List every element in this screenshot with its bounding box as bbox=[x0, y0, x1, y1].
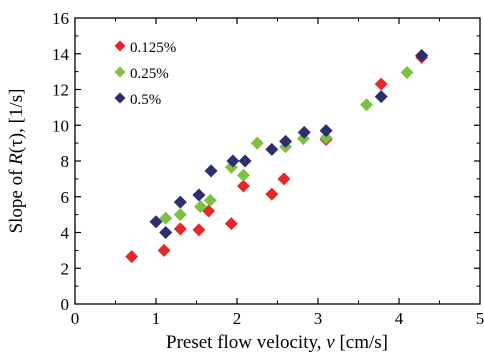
y-tick-label: 16 bbox=[52, 9, 69, 28]
data-markers bbox=[125, 49, 429, 264]
x-tick-label: 3 bbox=[314, 309, 323, 328]
y-tick-label: 12 bbox=[52, 81, 69, 100]
x-axis-title-variable: v bbox=[326, 332, 335, 353]
y-axis-title-prefix: Slope of bbox=[6, 165, 27, 234]
x-tick-label: 2 bbox=[233, 309, 242, 328]
y-axis-title-variable: R bbox=[6, 153, 27, 166]
data-point bbox=[250, 136, 264, 150]
legend-label: 0.125% bbox=[130, 40, 176, 56]
legend-marker bbox=[114, 66, 126, 78]
data-point bbox=[173, 222, 187, 236]
x-tick-label: 1 bbox=[152, 309, 161, 328]
data-point bbox=[192, 223, 206, 237]
data-point bbox=[194, 200, 208, 214]
x-tick-label: 0 bbox=[71, 309, 80, 328]
y-tick-label: 2 bbox=[61, 259, 70, 278]
data-point bbox=[279, 134, 293, 148]
data-point bbox=[226, 154, 240, 168]
data-point bbox=[203, 193, 217, 207]
data-point bbox=[173, 195, 187, 209]
x-axis-title-unit: [cm/s] bbox=[335, 332, 388, 353]
x-tick-label: 4 bbox=[395, 309, 404, 328]
data-point bbox=[173, 208, 187, 222]
y-axis-title: Slope of R(τ), [1/s] bbox=[6, 89, 27, 234]
y-tick-label: 14 bbox=[52, 45, 70, 64]
data-point bbox=[159, 226, 173, 239]
x-axis-title-prefix: Preset flow velocity, bbox=[166, 332, 326, 353]
data-point bbox=[157, 243, 171, 257]
data-point bbox=[360, 98, 374, 112]
y-axis-title-unit: (τ), [1/s] bbox=[6, 89, 27, 154]
data-point bbox=[125, 250, 139, 264]
y-tick-label: 10 bbox=[52, 116, 69, 135]
x-axis-title: Preset flow velocity, v [cm/s] bbox=[166, 332, 388, 353]
y-tick-labels: 0 2 4 6 8 10 12 14 16 bbox=[52, 9, 70, 314]
legend-label: 0.25% bbox=[130, 66, 169, 82]
data-point bbox=[319, 131, 333, 145]
data-point bbox=[204, 164, 218, 178]
data-point bbox=[400, 66, 414, 80]
data-point bbox=[238, 154, 252, 168]
legend-label: 0.5% bbox=[130, 92, 161, 108]
data-point bbox=[192, 188, 206, 202]
y-tick-label: 0 bbox=[61, 295, 70, 314]
data-point bbox=[297, 125, 311, 139]
data-point bbox=[265, 187, 279, 201]
y-tick-label: 6 bbox=[61, 188, 70, 207]
x-tick-label: 5 bbox=[476, 309, 484, 328]
data-point bbox=[149, 215, 163, 229]
legend-marker bbox=[114, 92, 126, 104]
data-point bbox=[236, 179, 250, 193]
axis-ticks bbox=[75, 18, 480, 304]
legend: 0.125% 0.25% 0.5% bbox=[114, 40, 176, 108]
data-point bbox=[277, 172, 291, 186]
legend-marker bbox=[114, 40, 126, 52]
data-point bbox=[374, 77, 388, 91]
data-point bbox=[374, 90, 388, 104]
plot-area bbox=[74, 17, 481, 305]
data-point bbox=[159, 211, 173, 225]
data-point bbox=[224, 217, 238, 231]
y-tick-label: 8 bbox=[61, 152, 70, 171]
y-tick-label: 4 bbox=[61, 224, 70, 243]
x-tick-labels: 0 1 2 3 4 5 bbox=[71, 309, 484, 328]
series-2 bbox=[149, 49, 429, 239]
data-point bbox=[319, 124, 333, 138]
data-point bbox=[265, 142, 279, 156]
data-point bbox=[415, 49, 429, 63]
data-point bbox=[236, 168, 250, 182]
